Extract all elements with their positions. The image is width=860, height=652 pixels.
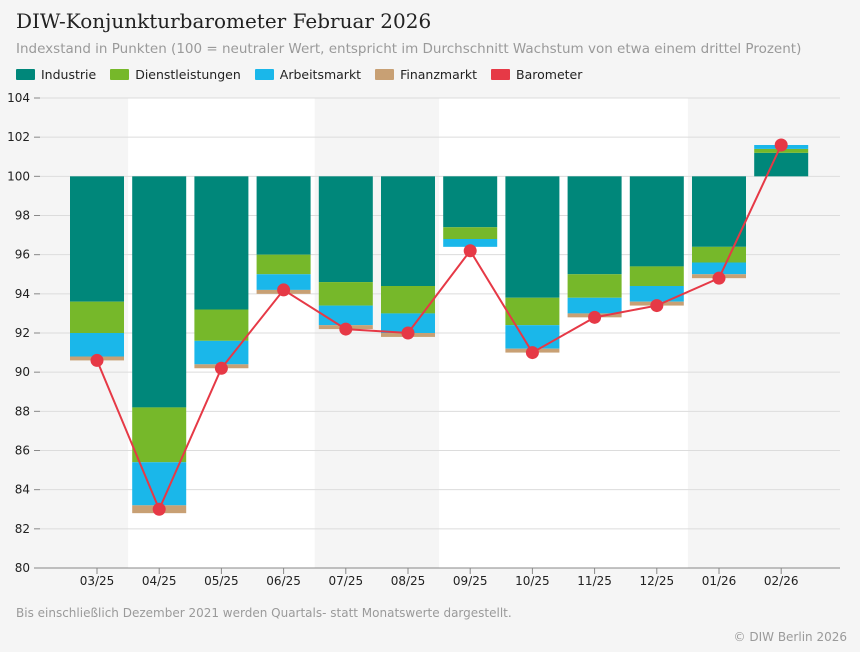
y-tick-label: 102 xyxy=(7,130,30,144)
y-tick-label: 84 xyxy=(15,483,30,497)
bar-industrie-10-25 xyxy=(505,176,560,298)
bar-arbeitsmarkt-09-25 xyxy=(443,239,498,247)
bar-industrie-08-25 xyxy=(381,176,435,286)
y-tick-label: 82 xyxy=(15,522,30,536)
bar-industrie-07-25 xyxy=(318,176,373,283)
bar-arbeitsmarkt-10-25 xyxy=(505,325,560,349)
legend-item-arbeitsmarkt[interactable]: Arbeitsmarkt xyxy=(254,66,362,82)
y-tick-label: 104 xyxy=(7,91,30,105)
legend-label-finanzmarkt: Finanzmarkt xyxy=(400,66,478,82)
x-tick-label: 09/25 xyxy=(453,574,488,588)
bar-dienstleistungen-05-25 xyxy=(194,309,249,341)
barometer-point-07-25 xyxy=(339,322,353,336)
bar-industrie-02-26 xyxy=(754,152,809,177)
x-tick-label: 04/25 xyxy=(142,574,177,588)
bar-arbeitsmarkt-12-25 xyxy=(629,286,684,302)
bar-arbeitsmarkt-01-26 xyxy=(692,262,746,275)
x-tick-label: 12/25 xyxy=(640,574,675,588)
legend-label-dienstleistungen: Dienstleistungen xyxy=(135,66,241,82)
chart-legend: Industrie Dienstleistungen Arbeitsmarkt … xyxy=(16,66,596,82)
bar-arbeitsmarkt-06-25 xyxy=(256,274,311,290)
legend-swatch-arbeitsmarkt xyxy=(254,68,274,80)
bar-dienstleistungen-07-25 xyxy=(318,282,373,306)
bar-dienstleistungen-03-25 xyxy=(70,301,124,333)
bar-arbeitsmarkt-05-25 xyxy=(194,340,249,365)
bar-industrie-05-25 xyxy=(194,176,249,310)
bar-industrie-11-25 xyxy=(567,176,622,275)
legend-swatch-finanzmarkt xyxy=(375,68,395,80)
bar-arbeitsmarkt-07-25 xyxy=(318,305,373,326)
y-tick-label: 80 xyxy=(15,561,30,575)
barometer-point-10-25 xyxy=(525,346,539,360)
barometer-point-11-25 xyxy=(588,310,602,324)
bar-industrie-09-25 xyxy=(443,176,498,228)
x-tick-label: 05/25 xyxy=(204,574,239,588)
barometer-point-12-25 xyxy=(650,299,664,313)
chart-title: DIW-Konjunkturbarometer Februar 2026 xyxy=(16,9,432,33)
legend-item-industrie[interactable]: Industrie xyxy=(16,67,96,82)
legend-swatch-dienstleistungen xyxy=(110,68,130,80)
legend-label-barometer: Barometer xyxy=(516,66,583,82)
legend-item-dienstleistungen[interactable]: Dienstleistungen xyxy=(110,67,241,82)
legend-item-finanzmarkt[interactable]: Finanzmarkt xyxy=(375,67,477,82)
y-tick-label: 86 xyxy=(15,444,30,458)
bar-dienstleistungen-06-25 xyxy=(256,254,311,275)
legend-swatch-barometer xyxy=(491,68,511,80)
bar-dienstleistungen-01-26 xyxy=(692,246,746,263)
bar-arbeitsmarkt-11-25 xyxy=(567,297,622,314)
y-tick-label: 94 xyxy=(15,287,30,301)
x-tick-label: 08/25 xyxy=(391,574,426,588)
y-tick-label: 98 xyxy=(15,209,30,223)
y-tick-label: 100 xyxy=(7,169,30,183)
x-tick-label: 06/25 xyxy=(266,574,301,588)
bar-industrie-12-25 xyxy=(629,176,684,267)
y-tick-label: 90 xyxy=(15,365,30,379)
bar-arbeitsmarkt-08-25 xyxy=(381,313,435,333)
legend-item-barometer[interactable]: Barometer xyxy=(491,67,582,82)
bar-dienstleistungen-04-25 xyxy=(132,407,187,463)
bar-industrie-03-25 xyxy=(70,176,124,302)
barometer-point-02-26 xyxy=(774,138,788,152)
barometer-point-06-25 xyxy=(277,283,291,297)
x-tick-label: 02/26 xyxy=(764,574,799,588)
chart-subtitle: Indexstand in Punkten (100 = neutraler W… xyxy=(16,41,802,57)
y-tick-label: 88 xyxy=(15,404,30,418)
bar-arbeitsmarkt-03-25 xyxy=(70,333,124,357)
bar-dienstleistungen-09-25 xyxy=(443,227,498,239)
bar-industrie-06-25 xyxy=(256,176,311,255)
x-tick-label: 01/26 xyxy=(702,574,737,588)
y-tick-label: 92 xyxy=(15,326,30,340)
x-tick-label: 10/25 xyxy=(515,574,550,588)
y-tick-label: 96 xyxy=(15,248,30,262)
barometer-point-08-25 xyxy=(401,326,415,340)
x-tick-label: 03/25 xyxy=(80,574,115,588)
barometer-point-04-25 xyxy=(152,502,166,516)
barometer-point-01-26 xyxy=(712,271,726,285)
chart-footnote: Bis einschließlich Dezember 2021 werden … xyxy=(16,606,512,620)
bar-dienstleistungen-10-25 xyxy=(505,297,560,326)
x-tick-label: 11/25 xyxy=(577,574,612,588)
barometer-point-09-25 xyxy=(463,244,477,258)
x-tick-label: 07/25 xyxy=(329,574,364,588)
bar-dienstleistungen-12-25 xyxy=(629,266,684,286)
barometer-point-03-25 xyxy=(90,353,104,367)
barometer-line xyxy=(96,144,783,512)
barometer-point-05-25 xyxy=(214,361,228,375)
bar-industrie-04-25 xyxy=(132,176,187,408)
legend-label-arbeitsmarkt: Arbeitsmarkt xyxy=(279,66,362,82)
bar-industrie-01-26 xyxy=(692,176,746,247)
legend-swatch-industrie xyxy=(16,68,35,80)
legend-label-industrie: Industrie xyxy=(41,66,97,82)
copyright: © DIW Berlin 2026 xyxy=(733,630,847,644)
bar-dienstleistungen-11-25 xyxy=(567,274,622,298)
